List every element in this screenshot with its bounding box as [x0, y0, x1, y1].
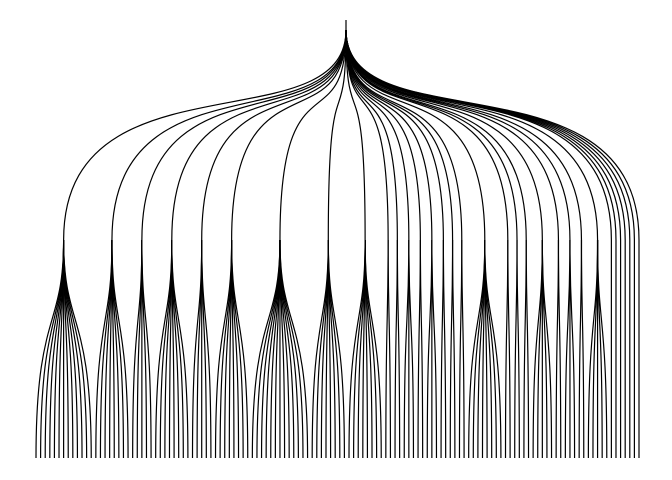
leaf-link — [525, 239, 530, 459]
branch-link — [345, 29, 444, 241]
branch-link — [345, 29, 543, 241]
leaf-link — [507, 239, 511, 459]
branch-link — [111, 29, 347, 241]
leaf-link — [426, 239, 433, 459]
leaf-link — [461, 239, 465, 459]
leaf-link — [364, 239, 382, 459]
leaf-link — [484, 239, 502, 459]
leaf-link — [451, 239, 456, 459]
branch-link — [345, 29, 560, 241]
branch-link — [63, 29, 347, 241]
branch-link — [171, 29, 347, 241]
leaf-link — [419, 239, 424, 459]
branch-link — [345, 29, 366, 241]
leaf-link — [111, 239, 129, 459]
leaf-link — [387, 239, 392, 459]
leaf-link — [442, 239, 447, 459]
branch-link — [141, 29, 347, 241]
branch-link — [231, 29, 347, 241]
leaf-link — [201, 239, 212, 459]
leaf-link — [569, 239, 576, 459]
leaf-link — [231, 239, 249, 459]
leaf-link — [431, 239, 438, 459]
leaf-link — [136, 239, 143, 459]
leaf-link — [196, 239, 203, 459]
branch-link — [345, 29, 527, 241]
leaf-link — [396, 239, 401, 459]
branch-link — [345, 29, 599, 241]
leaf-link — [279, 239, 309, 459]
branch-link — [345, 29, 631, 241]
leaf-link — [564, 239, 571, 459]
leaf-link — [327, 239, 346, 459]
leaf-link — [537, 239, 543, 459]
leaf-link — [580, 239, 585, 459]
branch-link — [327, 29, 347, 241]
leaf-link — [63, 239, 92, 459]
leaf-link — [58, 239, 65, 459]
leaf-link — [592, 239, 599, 459]
leaf-link — [516, 239, 520, 459]
branch-link — [345, 29, 454, 241]
leaf-link — [403, 239, 410, 459]
leaf-link — [596, 239, 608, 459]
leaf-link — [274, 239, 281, 459]
leaf-link — [141, 239, 152, 459]
branch-link — [345, 29, 486, 241]
branch-link — [345, 29, 640, 241]
leaf-link — [541, 239, 553, 459]
leaf-link — [408, 239, 415, 459]
tree-links — [35, 20, 640, 459]
branch-link — [201, 29, 347, 241]
branch-link — [279, 29, 347, 241]
leaf-link — [557, 239, 562, 459]
branch-link — [345, 29, 463, 241]
leaf-link — [171, 239, 189, 459]
